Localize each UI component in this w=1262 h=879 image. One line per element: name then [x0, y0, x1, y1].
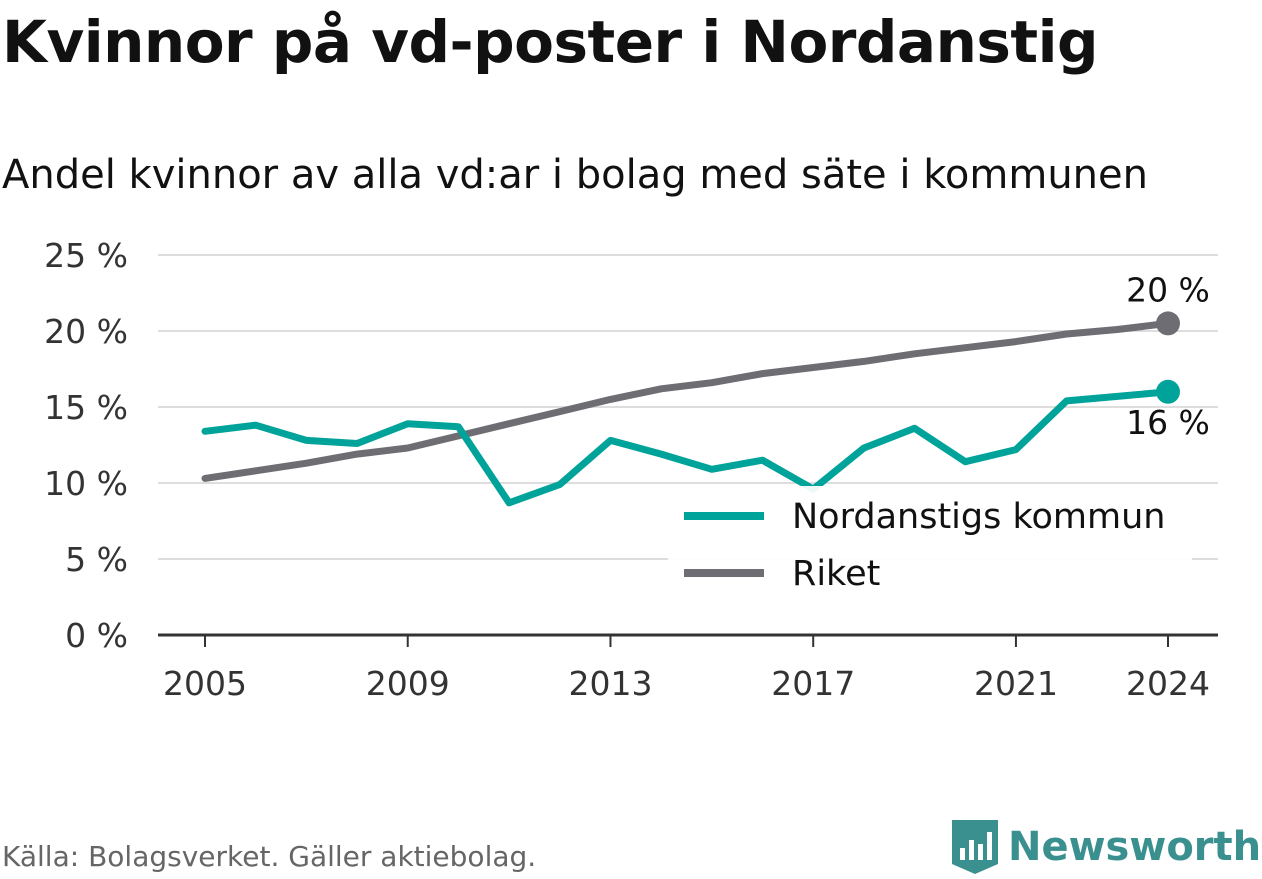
chart-title: Kvinnor på vd-poster i Nordanstig [2, 8, 1099, 76]
y-tick-label: 10 % [44, 464, 128, 503]
legend-background [668, 486, 1192, 604]
chart-subtitle: Andel kvinnor av alla vd:ar i bolag med … [2, 152, 1148, 198]
y-tick-label: 0 % [65, 616, 128, 655]
legend: Nordanstigs kommun Riket [668, 486, 1192, 604]
x-tick-label: 2017 [771, 664, 855, 703]
y-tick-label: 25 % [44, 236, 128, 275]
legend-label: Nordanstigs kommun [792, 497, 1165, 537]
series-lines [201, 311, 1180, 507]
brand-logo: Newsworthy [950, 818, 1262, 876]
series-end-point [1156, 311, 1180, 336]
end-label: 16 % [1126, 403, 1210, 442]
series-line [201, 319, 1172, 482]
x-tick-label: 2021 [974, 664, 1058, 703]
y-tick-label: 15 % [44, 388, 128, 427]
x-tick-label: 2013 [568, 664, 652, 703]
end-labels: 20 % 16 % [1126, 270, 1210, 441]
brand-name: Newsworthy [1008, 824, 1262, 870]
x-tick-label: 2005 [163, 664, 247, 703]
series-end-point [1156, 379, 1180, 404]
series-line [201, 388, 1172, 507]
source-note: Källa: Bolagsverket. Gäller aktiebolag. [2, 840, 537, 873]
x-tick-label: 2024 [1126, 664, 1210, 703]
x-tick-label: 2009 [366, 664, 450, 703]
y-tick-label: 5 % [65, 540, 128, 579]
newsworthy-logo-icon [952, 820, 998, 874]
y-tick-label: 20 % [44, 312, 128, 351]
legend-label: Riket [792, 554, 880, 594]
x-axis-ticks: 2005 2009 2013 2017 2021 2024 [163, 635, 1210, 703]
y-axis-labels: 0 % 5 % 10 % 15 % 20 % 25 % [44, 236, 128, 655]
end-label: 20 % [1126, 270, 1210, 309]
